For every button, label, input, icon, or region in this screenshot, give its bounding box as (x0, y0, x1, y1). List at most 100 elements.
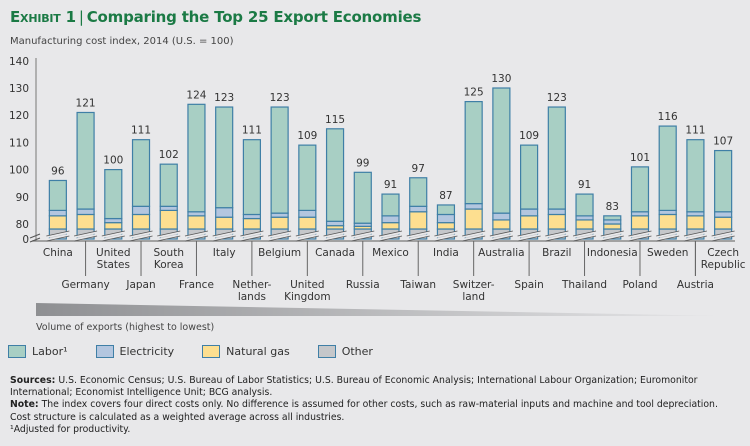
x-category-label: Kingdom (284, 291, 330, 303)
bar-segment-electricity (131, 205, 151, 216)
bar-australia (489, 87, 514, 242)
bar-segment-natural-gas (575, 219, 594, 230)
bar-segment-labor (409, 177, 428, 207)
bar-segment-labor (159, 163, 178, 207)
bar-segment-electricity (630, 211, 650, 217)
bar-break-mark (600, 230, 624, 242)
bar-break-mark (489, 230, 513, 242)
note-text: The index covers four direct costs only.… (10, 399, 718, 423)
bar-nether-lands (240, 139, 264, 242)
bar-segment-labor (104, 169, 123, 220)
x-category-label: Republic (701, 259, 746, 271)
bar-segment-electricity (547, 208, 566, 216)
bar-value-label: 97 (412, 163, 425, 175)
legend-label-labor: Labor¹ (32, 345, 68, 358)
bar-value-label: 83 (606, 201, 619, 213)
bar-poland (628, 166, 652, 242)
bar-break-mark (295, 230, 319, 242)
bar-taiwan (406, 177, 430, 242)
bar-segment-labor (131, 139, 151, 207)
bar-united-kingdom (295, 144, 320, 242)
bar-value-label: 111 (242, 125, 262, 137)
bar-segment-labor (242, 139, 261, 216)
bar-segment-labor (575, 193, 594, 217)
bar-segment-natural-gas (409, 211, 428, 230)
bar-segment-electricity (325, 220, 345, 227)
bar-segment-electricity (519, 208, 539, 217)
bar-segment-natural-gas (187, 215, 206, 230)
bar-break-mark (572, 230, 597, 242)
bar-germany (73, 111, 98, 242)
bar-austria (683, 139, 708, 242)
y-tick-label: 110 (9, 137, 29, 149)
x-category-label: Russia (346, 279, 380, 291)
bar-break-gap (655, 230, 680, 242)
bar-segment-natural-gas (131, 213, 151, 230)
bar-value-label: 123 (270, 92, 290, 104)
legend-item-electricity: Electricity (95, 345, 174, 358)
bar-break-mark (351, 230, 375, 242)
bar-segment-natural-gas (464, 208, 483, 230)
bar-break-mark (46, 230, 70, 242)
bar-break-mark (462, 230, 486, 242)
bar-value-label: 123 (547, 92, 567, 104)
stacked-bar-chart: 0 80 90 100 110 120 130 140 96 121 100 111 102 124 12… (9, 56, 746, 316)
x-category-label: Austria (677, 279, 714, 291)
x-category-label: Sweden (647, 247, 689, 259)
footnote-1: ¹Adjusted for productivity. (10, 423, 131, 435)
x-category-label: Japan (125, 279, 155, 291)
bar-segment-natural-gas (714, 216, 733, 230)
x-category-label: Poland (622, 279, 657, 291)
bar-value-label: 115 (325, 114, 345, 126)
bar-segment-natural-gas (519, 215, 539, 230)
x-category-label: Czech (707, 247, 739, 259)
bar-mexico (378, 193, 403, 242)
bar-break-gap (101, 230, 126, 242)
bar-segment-electricity (464, 203, 483, 210)
methodology-note: Note: The index covers four direct costs… (10, 399, 740, 423)
x-category-label: Spain (514, 279, 543, 291)
title-text: Comparing the Top 25 Export Economies (86, 8, 422, 26)
bar-break-gap (600, 230, 624, 242)
bar-break-mark (323, 230, 347, 242)
bar-break-gap (711, 230, 735, 242)
bar-czech-republic (711, 149, 735, 242)
x-category-label: United (96, 247, 131, 259)
bar-segment-natural-gas (686, 215, 705, 230)
bar-france (184, 103, 209, 242)
legend-swatch-electricity (95, 345, 114, 358)
bar-break-mark (683, 230, 708, 242)
bar-segment-electricity (409, 205, 428, 213)
bar-segment-natural-gas (242, 217, 261, 230)
bar-spain (517, 144, 541, 242)
bar-break-mark (656, 230, 680, 242)
bar-segment-electricity (492, 212, 511, 221)
bar-segment-electricity (159, 205, 178, 212)
x-category-label: lands (238, 291, 266, 303)
bar-break-gap (545, 230, 569, 242)
bar-break-mark (73, 230, 98, 242)
y-tick-label: 90 (16, 192, 29, 204)
bar-segment-electricity (436, 213, 456, 224)
bar-break-mark (129, 230, 153, 242)
legend: Labor¹ Electricity Natural gas Other (8, 345, 401, 358)
bar-indonesia (600, 215, 624, 242)
bar-break-gap (351, 230, 375, 242)
bar-segment-labor (658, 125, 677, 212)
bar-segment-electricity (104, 217, 123, 224)
bar-break-mark (517, 230, 541, 242)
legend-label-natural-gas: Natural gas (226, 345, 290, 358)
x-category-label: Belgium (258, 247, 301, 259)
bar-segment-labor (464, 100, 483, 205)
bar-break-gap (295, 230, 320, 242)
bar-segment-labor (353, 171, 372, 224)
bar-segment-natural-gas (603, 223, 622, 230)
bar-break-mark (212, 230, 236, 242)
bar-break-gap (489, 230, 514, 242)
bar-segment-electricity (270, 212, 289, 218)
bar-value-label: 125 (464, 87, 484, 99)
x-category-label: Canada (315, 247, 355, 259)
bar-break-gap (517, 230, 541, 242)
bar-segment-labor (48, 179, 67, 211)
bar-value-label: 87 (439, 190, 452, 202)
